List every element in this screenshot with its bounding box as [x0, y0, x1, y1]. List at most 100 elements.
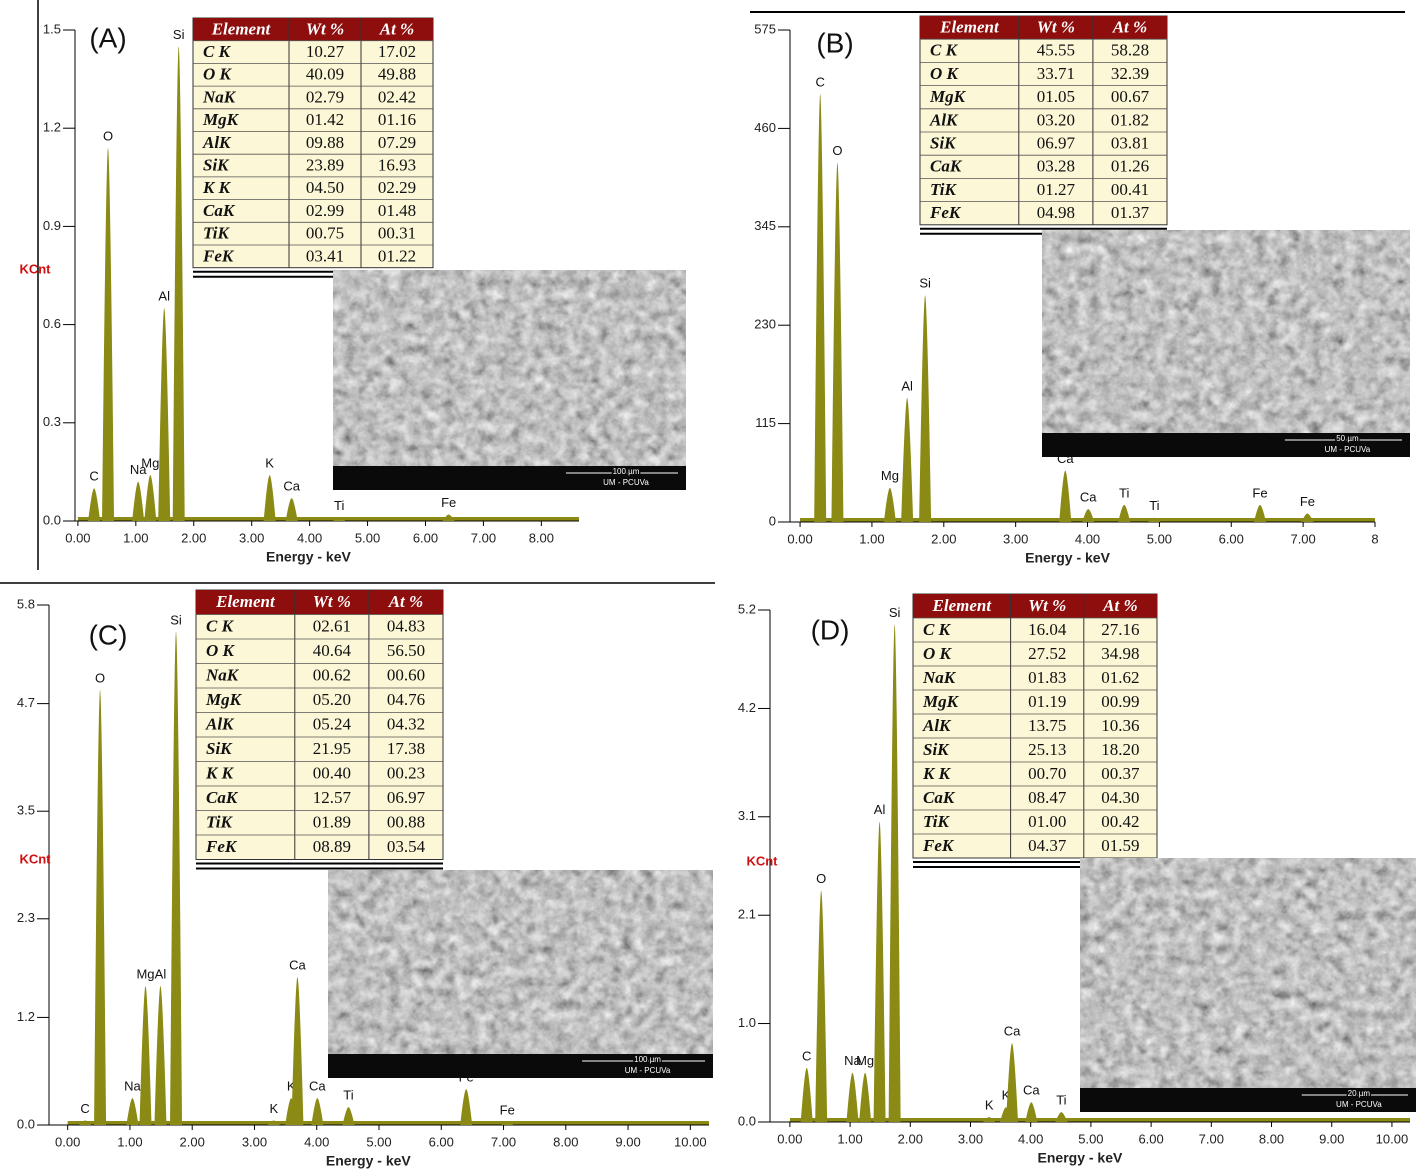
peak — [814, 94, 827, 522]
sem-image — [1080, 858, 1416, 1112]
x-tick-label: 7.00 — [471, 530, 496, 545]
x-tick-label: 0.00 — [777, 1131, 802, 1146]
element-name: AlK — [202, 133, 232, 152]
element-name: K K — [922, 764, 952, 783]
table-cell: 56.50 — [387, 641, 425, 660]
peak — [1055, 1112, 1068, 1122]
x-tick-label: 8.00 — [529, 530, 554, 545]
y-tick-label: 3.1 — [738, 808, 756, 823]
sem-lab: UM - PCUVa — [625, 1066, 671, 1075]
panel-label: (C) — [89, 619, 128, 650]
peak-label: Mg — [881, 468, 899, 483]
peak-label: C — [802, 1048, 811, 1063]
peak — [442, 514, 455, 521]
element-name: C K — [203, 42, 232, 61]
table-cell: 00.42 — [1101, 812, 1139, 831]
table-cell: 04.37 — [1028, 836, 1067, 855]
peak-label: Mg — [141, 456, 159, 471]
table-cell: 08.47 — [1028, 788, 1067, 807]
peak — [859, 1072, 872, 1122]
panel-label: (A) — [89, 22, 126, 53]
peak-label: Na — [844, 1053, 861, 1068]
y-tick-label: 0.0 — [738, 1113, 756, 1128]
sem-scale: 20 µm — [1348, 1089, 1371, 1098]
element-name: TiK — [923, 812, 950, 831]
table-cell: 02.29 — [378, 178, 416, 197]
y-tick-label: 2.1 — [738, 907, 756, 922]
table-cell: 18.20 — [1101, 740, 1139, 759]
y-tick-label: 0.6 — [43, 316, 61, 331]
peak-label: C — [815, 75, 824, 90]
column-header: At % — [1112, 18, 1147, 37]
peak — [1118, 504, 1131, 522]
peak-label: Ti — [343, 1088, 353, 1103]
table-cell: 03.20 — [1037, 110, 1075, 129]
y-tick-label: 5.2 — [738, 601, 756, 616]
y-tick-label: 345 — [754, 218, 776, 233]
x-tick-label: 0.00 — [55, 1134, 80, 1149]
sem-info-bar — [1080, 1088, 1416, 1112]
element-name: O K — [206, 641, 236, 660]
peak — [333, 517, 346, 521]
peak — [815, 890, 828, 1122]
table-cell: 03.28 — [1037, 157, 1075, 176]
composition-table: Element Wt % At % C K 02.61 04.83 O K 40.64 56.5… — [195, 589, 444, 870]
x-tick-label: 5.00 — [366, 1134, 391, 1149]
peak — [267, 1120, 280, 1125]
y-tick-label: 1.2 — [43, 120, 61, 135]
peak-label: O — [103, 128, 113, 143]
element-name: O K — [203, 65, 233, 84]
table-cell: 16.93 — [378, 155, 416, 174]
table-cell: 01.37 — [1111, 203, 1150, 222]
sem-image — [1042, 230, 1410, 457]
table-cell: 10.27 — [306, 42, 345, 61]
peak — [154, 986, 167, 1125]
peak-label: C — [80, 1101, 89, 1116]
sem-info-bar — [1042, 433, 1410, 457]
peak — [263, 475, 276, 521]
y-tick-label: 1.2 — [17, 1009, 35, 1024]
table-cell: 05.24 — [313, 715, 352, 734]
table-header — [920, 16, 1167, 40]
table-cell: 00.31 — [378, 224, 416, 243]
table-cell: 32.39 — [1111, 64, 1149, 83]
peak — [873, 821, 886, 1122]
table-cell: 33.71 — [1037, 64, 1075, 83]
column-header: Wt % — [313, 592, 351, 611]
table-header — [196, 590, 443, 615]
table-cell: 01.89 — [313, 813, 351, 832]
x-tick-label: 7.00 — [1199, 1131, 1224, 1146]
peak — [1301, 513, 1314, 522]
table-cell: 13.75 — [1028, 716, 1066, 735]
peak — [311, 1098, 324, 1125]
table-cell: 01.82 — [1111, 110, 1149, 129]
y-tick-label: 4.2 — [738, 700, 756, 715]
table-cell: 00.37 — [1101, 764, 1140, 783]
table-cell: 01.83 — [1028, 668, 1066, 687]
element-name: MgK — [929, 87, 967, 106]
element-name: FeK — [929, 203, 962, 222]
x-tick-label: 1.00 — [837, 1131, 862, 1146]
element-name: TiK — [203, 224, 230, 243]
table-cell: 00.67 — [1111, 87, 1150, 106]
peak — [144, 475, 157, 521]
table-cell: 01.19 — [1028, 692, 1066, 711]
table-cell: 12.57 — [313, 788, 352, 807]
table-cell: 05.20 — [313, 690, 351, 709]
composition-table: Element Wt % At % C K 16.04 27.16 O K 27.52 34.9… — [912, 593, 1158, 868]
peak-label: Na — [124, 1079, 141, 1094]
peak-label: K — [269, 1101, 278, 1116]
element-name: MgK — [202, 110, 240, 129]
element-name: MgK — [205, 690, 243, 709]
element-name: C K — [923, 620, 952, 639]
table-cell: 01.62 — [1101, 668, 1139, 687]
element-name: FeK — [922, 836, 955, 855]
y-tick-label: 0 — [769, 513, 776, 528]
y-axis-label: KCnt — [746, 853, 778, 868]
y-tick-label: 575 — [754, 21, 776, 36]
peak — [800, 1067, 813, 1122]
table-cell: 17.38 — [387, 739, 425, 758]
element-name: TiK — [930, 180, 957, 199]
x-axis-label: Energy - keV — [1025, 550, 1110, 566]
peak — [888, 624, 901, 1122]
